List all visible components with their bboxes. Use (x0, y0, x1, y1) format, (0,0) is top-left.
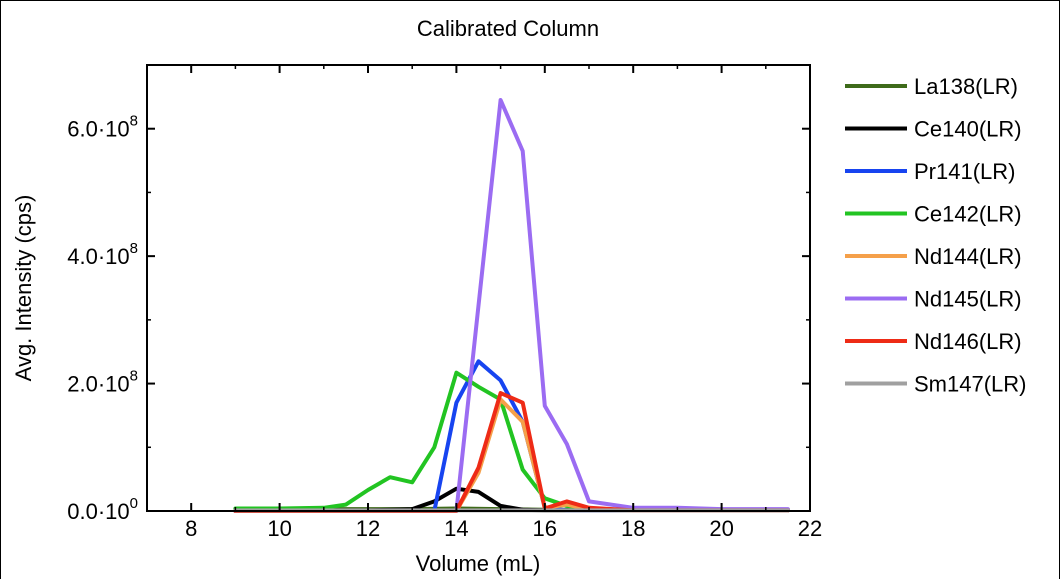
y-tick-label-1: 2.0·108 (67, 368, 138, 397)
x-tick-label-3: 14 (444, 516, 468, 541)
x-tick-label-2: 12 (356, 516, 380, 541)
plot-frame (146, 64, 811, 512)
legend-label-2: Pr141(LR) (914, 159, 1015, 184)
y-tick-label-0: 0.0·100 (67, 495, 138, 524)
legend-label-0: La138(LR) (914, 74, 1018, 99)
legend-label-1: Ce140(LR) (914, 117, 1022, 142)
series-line-5 (233, 98, 790, 513)
x-axis: 8 10 12 14 16 18 20 22 (146, 65, 822, 541)
legend-label-5: Nd145(LR) (914, 287, 1022, 312)
x-tick-label-6: 20 (709, 516, 733, 541)
x-axis-label: Volume (mL) (416, 551, 541, 576)
x-tick-label-5: 18 (621, 516, 645, 541)
x-tick-label-4: 16 (533, 516, 557, 541)
legend-label-7: Sm147(LR) (914, 372, 1026, 397)
x-tick-label-0: 8 (185, 516, 197, 541)
y-tick-label-3: 6.0·108 (67, 113, 138, 142)
legend: La138(LR) Ce140(LR) Pr141(LR) Ce142(LR) Nd14… (845, 74, 1026, 397)
x-tick-label-1: 10 (267, 516, 291, 541)
y-axis-label: Avg. Intensity (cps) (11, 195, 36, 382)
legend-label-6: Nd146(LR) (914, 329, 1022, 354)
y-tick-label-2: 4.0·108 (67, 240, 138, 269)
chart-title: Calibrated Column (417, 16, 599, 41)
x-tick-label-7: 22 (798, 516, 822, 541)
legend-label-4: Nd144(LR) (914, 244, 1022, 269)
y-axis: 0.0·100 2.0·108 4.0·108 6.0·108 (67, 113, 810, 524)
legend-label-3: Ce142(LR) (914, 202, 1022, 227)
